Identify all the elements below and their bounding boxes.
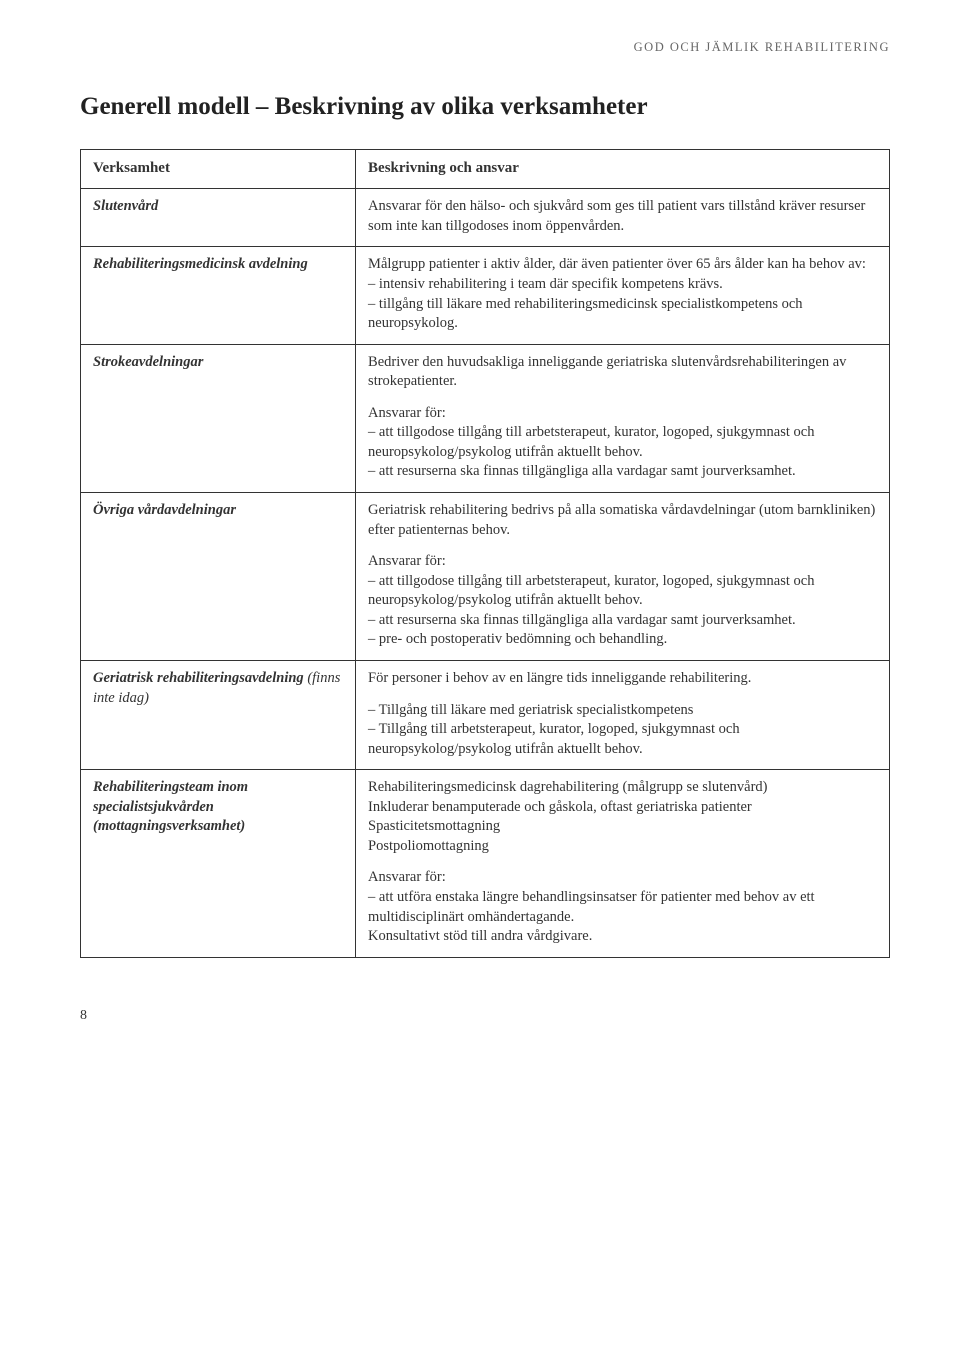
page-number: 8: [80, 1008, 890, 1024]
desc-line: – intensiv rehabilitering i team där spe…: [368, 276, 723, 292]
table-row: Övriga vårdavdelningar Geriatrisk rehabi…: [81, 493, 890, 661]
row-label: Rehabiliteringsteam inom specialistsjukv…: [81, 770, 356, 958]
table-row: Strokeavdelningar Bedriver den huvudsakl…: [81, 344, 890, 492]
desc-text: Rehabiliteringsmedicinsk dagrehabiliteri…: [368, 778, 877, 856]
table-header-row: Verksamhet Beskrivning och ansvar: [81, 150, 890, 189]
desc-line: Konsultativt stöd till andra vårdgivare.: [368, 928, 592, 944]
desc-line: – att resurserna ska finnas tillgängliga…: [368, 612, 796, 628]
page-title: Generell modell – Beskrivning av olika v…: [80, 93, 890, 121]
desc-text: Ansvarar för: – att utföra enstaka längr…: [368, 868, 877, 946]
desc-text: Bedriver den huvudsakliga inneliggande g…: [368, 353, 877, 392]
desc-line: – pre- och postoperativ bedömning och be…: [368, 631, 667, 647]
desc-line: – att resurserna ska finnas tillgängliga…: [368, 463, 796, 479]
desc-text: Geriatrisk rehabilitering bedrivs på all…: [368, 501, 877, 540]
desc-text: För personer i behov av en längre tids i…: [368, 669, 877, 689]
desc-line: – tillgång till läkare med rehabiliterin…: [368, 296, 802, 332]
desc-line: – att tillgodose tillgång till arbetster…: [368, 424, 814, 460]
row-desc: Bedriver den huvudsakliga inneliggande g…: [356, 344, 890, 492]
desc-line: Ansvarar för:: [368, 869, 446, 885]
row-desc: Rehabiliteringsmedicinsk dagrehabiliteri…: [356, 770, 890, 958]
desc-line: Rehabiliteringsmedicinsk dagrehabiliteri…: [368, 779, 767, 795]
table-row: Rehabiliteringsteam inom specialistsjukv…: [81, 770, 890, 958]
col-header-verksamhet: Verksamhet: [81, 150, 356, 189]
running-head: GOD OCH JÄMLIK REHABILITERING: [80, 40, 890, 55]
row-label: Övriga vårdavdelningar: [81, 493, 356, 661]
desc-line: – Tillgång till läkare med geriatrisk sp…: [368, 702, 693, 718]
desc-text: Ansvarar för den hälso- och sjukvård som…: [368, 197, 877, 236]
desc-line: Ansvarar för:: [368, 405, 446, 421]
row-desc: Geriatrisk rehabilitering bedrivs på all…: [356, 493, 890, 661]
row-desc: För personer i behov av en längre tids i…: [356, 660, 890, 769]
desc-line: – att tillgodose tillgång till arbetster…: [368, 573, 814, 609]
row-desc: Ansvarar för den hälso- och sjukvård som…: [356, 189, 890, 247]
table-row: Slutenvård Ansvarar för den hälso- och s…: [81, 189, 890, 247]
verksamhet-table: Verksamhet Beskrivning och ansvar Sluten…: [80, 149, 890, 958]
desc-line: – Tillgång till arbetsterapeut, kurator,…: [368, 721, 740, 757]
row-label: Rehabiliteringsmedicinsk avdelning: [81, 247, 356, 344]
row-label: Strokeavdelningar: [81, 344, 356, 492]
desc-text: Ansvarar för: – att tillgodose tillgång …: [368, 552, 877, 650]
desc-text: Ansvarar för: – att tillgodose tillgång …: [368, 404, 877, 482]
desc-text: Målgrupp patienter i aktiv ålder, där äv…: [368, 255, 877, 333]
desc-text: – Tillgång till läkare med geriatrisk sp…: [368, 701, 877, 760]
row-label: Geriatrisk rehabiliteringsavdelning (fin…: [81, 660, 356, 769]
desc-line: Ansvarar för:: [368, 553, 446, 569]
row-label: Slutenvård: [81, 189, 356, 247]
desc-line: Postpoliomottagning: [368, 838, 489, 854]
table-row: Rehabiliteringsmedicinsk avdelning Målgr…: [81, 247, 890, 344]
row-desc: Målgrupp patienter i aktiv ålder, där äv…: [356, 247, 890, 344]
desc-line: Inkluderar benamputerade och gåskola, of…: [368, 799, 752, 815]
desc-line: Spasticitetsmottagning: [368, 818, 500, 834]
label-main: Geriatrisk rehabiliteringsavdelning: [93, 670, 304, 686]
desc-line: – att utföra enstaka längre behandlingsi…: [368, 889, 815, 925]
col-header-beskrivning: Beskrivning och ansvar: [356, 150, 890, 189]
table-row: Geriatrisk rehabiliteringsavdelning (fin…: [81, 660, 890, 769]
desc-line: Målgrupp patienter i aktiv ålder, där äv…: [368, 256, 866, 272]
